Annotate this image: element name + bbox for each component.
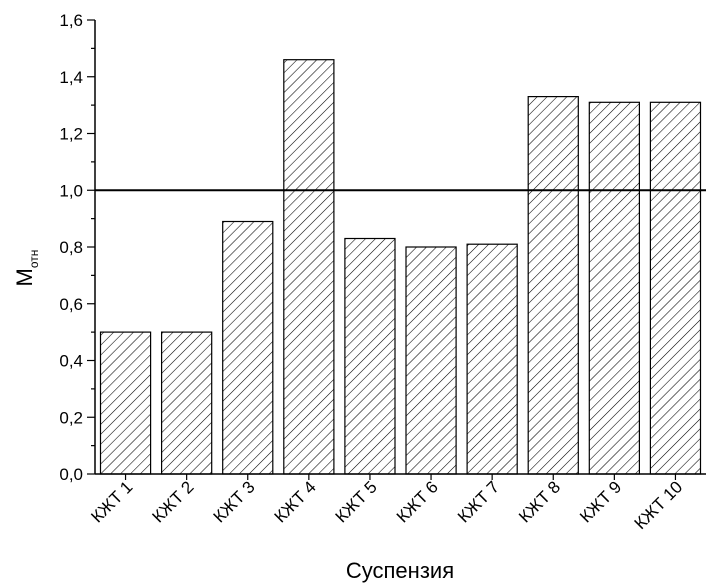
bar-1 (99, 331, 152, 475)
bar-8 (527, 95, 579, 475)
bar-3 (222, 220, 274, 475)
x-tick-label: КЖТ 5 (332, 477, 381, 526)
bar-6 (405, 246, 457, 475)
y-tick-label: 1,2 (59, 125, 83, 144)
x-tick-label: КЖТ 10 (631, 477, 687, 533)
y-tick-label: 1,4 (59, 68, 83, 87)
bars-layer (99, 59, 702, 475)
x-tick-label: КЖТ 6 (393, 477, 442, 526)
x-axis-title: Суспензия (346, 558, 454, 583)
y-axis-title-subscript: отн (27, 250, 41, 269)
x-tick-label: КЖТ 3 (210, 477, 259, 526)
axes-layer (87, 19, 706, 480)
x-tick-label: КЖТ 4 (271, 477, 320, 526)
x-tick-label: КЖТ 7 (454, 477, 503, 526)
bar-10 (649, 101, 702, 475)
bar-9 (588, 101, 640, 475)
bar-2 (161, 331, 213, 475)
y-tick-label: 1,0 (59, 181, 83, 200)
y-tick-label: 0,2 (59, 408, 83, 427)
y-tick-label: 0,0 (59, 465, 83, 484)
y-tick-label: 1,6 (59, 11, 83, 30)
y-axis-title: Mотн (12, 250, 41, 287)
x-tick-label: КЖТ 9 (576, 477, 625, 526)
x-tick-label: КЖТ 1 (87, 477, 136, 526)
bar-4 (283, 59, 335, 475)
y-tick-labels: 0,0 0,2 0,4 0,6 0,8 1,0 1,2 1,4 1,6 (59, 11, 83, 484)
x-tick-labels: КЖТ 1 КЖТ 2 КЖТ 3 КЖТ 4 КЖТ 5 КЖТ 6 КЖТ 7 КЖТ 8… (87, 477, 686, 533)
y-tick-label: 0,8 (59, 238, 83, 257)
bar-7 (466, 243, 518, 475)
x-tick-label: КЖТ 2 (148, 477, 197, 526)
y-tick-label: 0,6 (59, 295, 83, 314)
bar-5 (344, 237, 396, 475)
x-tick-label: КЖТ 8 (515, 477, 564, 526)
y-tick-label: 0,4 (59, 352, 83, 371)
